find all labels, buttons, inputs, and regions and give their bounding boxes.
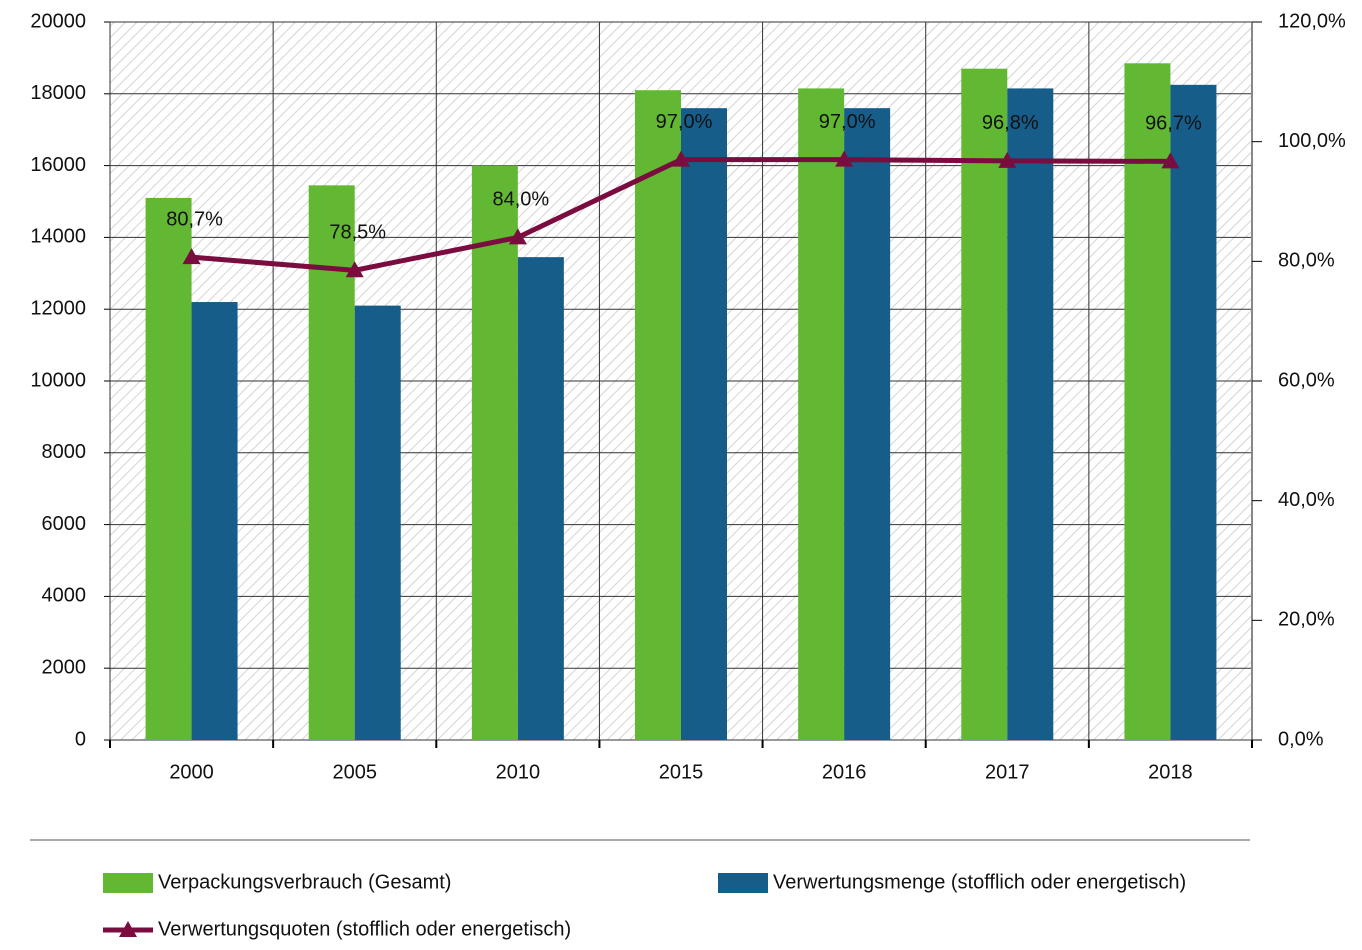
- x-tick-label: 2017: [985, 761, 1030, 783]
- data-label: 84,0%: [492, 189, 549, 211]
- bar: [471, 165, 518, 741]
- y2-tick-label: 40,0%: [1278, 489, 1335, 511]
- line-marker: [508, 228, 527, 245]
- legend-label: Verpackungsverbrauch (Gesamt): [158, 871, 451, 893]
- x-tick-label: 2005: [332, 761, 377, 783]
- data-label: 80,7%: [166, 208, 223, 230]
- data-label: 96,7%: [1145, 113, 1202, 135]
- bar: [308, 185, 355, 741]
- legend-swatch: [718, 873, 768, 893]
- y-tick-label: 2000: [42, 656, 87, 678]
- data-label: 97,0%: [819, 111, 876, 133]
- line-marker: [672, 150, 690, 167]
- line-marker: [1161, 152, 1180, 169]
- bar: [354, 305, 401, 740]
- y2-tick-label: 60,0%: [1278, 369, 1335, 391]
- y-tick-label: 14000: [30, 226, 86, 248]
- y-tick-label: 20000: [30, 10, 86, 32]
- legend-swatch: [103, 873, 153, 893]
- bar: [961, 68, 1008, 741]
- x-tick-label: 2015: [659, 761, 704, 783]
- data-label: 78,5%: [329, 222, 386, 244]
- y-tick-label: 8000: [42, 441, 87, 463]
- line-marker: [998, 151, 1017, 168]
- legend-label: Verwertungsquoten (stofflich oder energe…: [158, 918, 571, 940]
- y2-tick-label: 120,0%: [1278, 10, 1346, 32]
- data-label: 96,8%: [982, 112, 1039, 134]
- y-tick-label: 12000: [30, 297, 86, 319]
- line-marker: [345, 261, 364, 278]
- bar: [1170, 84, 1217, 740]
- bar: [1007, 88, 1054, 741]
- y-tick-label: 0: [75, 728, 86, 750]
- data-label: 97,0%: [656, 111, 713, 133]
- y-tick-label: 18000: [30, 82, 86, 104]
- y-tick-label: 6000: [42, 513, 87, 535]
- y2-tick-label: 0,0%: [1278, 728, 1324, 750]
- y2-tick-label: 20,0%: [1278, 609, 1335, 631]
- line-marker: [182, 248, 201, 265]
- bar: [145, 197, 192, 740]
- x-tick-label: 2016: [822, 761, 867, 783]
- bar: [635, 90, 681, 740]
- bar: [1124, 63, 1171, 741]
- y-tick-label: 16000: [30, 154, 86, 176]
- x-tick-label: 2010: [496, 761, 541, 783]
- bar: [191, 302, 238, 740]
- line-marker: [835, 150, 854, 167]
- legend-label: Verwertungsmenge (stofflich oder energet…: [773, 871, 1186, 893]
- x-tick-label: 2018: [1148, 761, 1193, 783]
- y2-tick-label: 100,0%: [1278, 130, 1346, 152]
- legend-marker: [119, 921, 137, 937]
- y-tick-label: 4000: [42, 585, 87, 607]
- x-tick-label: 2000: [169, 761, 214, 783]
- y2-tick-label: 80,0%: [1278, 250, 1335, 272]
- bar: [844, 108, 891, 740]
- bar: [517, 257, 564, 740]
- y-tick-label: 10000: [30, 369, 86, 391]
- bar: [681, 108, 727, 740]
- bar: [798, 88, 845, 741]
